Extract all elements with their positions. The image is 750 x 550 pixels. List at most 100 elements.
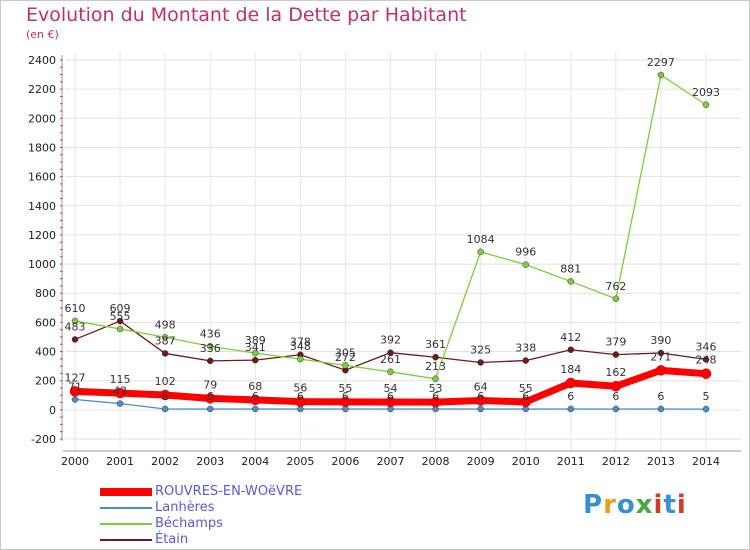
data-point (657, 349, 665, 357)
data-label: 272 (335, 351, 356, 364)
data-label: 6 (297, 390, 304, 403)
chart-subtitle: (en €) (26, 28, 59, 41)
x-tick-label: 2009 (467, 455, 495, 468)
logo-letter: x (635, 490, 654, 520)
y-tick-label: 1400 (28, 200, 56, 213)
data-label: 762 (605, 280, 626, 293)
legend-label: Lanhères (155, 500, 215, 515)
data-label: 127 (65, 371, 86, 384)
data-label: 55 (338, 382, 352, 395)
y-tick-label: 800 (35, 287, 56, 300)
y-tick-label: 600 (35, 316, 56, 329)
data-label: 325 (470, 343, 491, 356)
y-tick-label: 200 (35, 375, 56, 388)
legend-swatch (100, 523, 152, 525)
data-point (340, 396, 351, 408)
data-label: 79 (203, 378, 217, 391)
data-point (567, 278, 575, 285)
data-label: 162 (605, 366, 626, 379)
data-point (655, 365, 667, 376)
y-tick-label: 2400 (28, 54, 56, 67)
data-label: 881 (560, 262, 581, 275)
data-label: 378 (290, 336, 311, 349)
data-point (702, 356, 710, 363)
x-tick-label: 2012 (602, 455, 630, 468)
data-label: 390 (650, 334, 671, 347)
data-point (657, 71, 665, 79)
data-label: 379 (605, 336, 626, 349)
data-point (567, 405, 575, 413)
data-point (297, 355, 304, 363)
x-tick-label: 2013 (647, 455, 675, 468)
data-label: 6 (342, 390, 349, 403)
data-label: 361 (425, 338, 446, 351)
y-tick-label: 2200 (28, 83, 56, 96)
data-label: 436 (200, 327, 221, 340)
x-tick-label: 2008 (422, 455, 450, 468)
data-label: 6 (522, 390, 529, 403)
data-label: 43 (113, 385, 127, 398)
data-point (114, 387, 126, 399)
chart-title: Evolution du Montant de la Dette par Hab… (26, 4, 467, 26)
data-point (204, 393, 216, 404)
data-label: 261 (380, 353, 401, 366)
y-tick-label: 400 (35, 346, 56, 359)
data-label: 6 (657, 390, 664, 403)
legend-label: ROUVRES-EN-WOëVRE (155, 484, 303, 499)
data-label: 213 (425, 360, 446, 373)
data-label: 6 (387, 390, 394, 403)
data-point (430, 396, 441, 408)
data-point (612, 405, 620, 413)
data-point (159, 389, 171, 401)
data-label: 389 (245, 334, 266, 347)
x-tick-label: 2005 (286, 455, 314, 468)
data-label: 102 (155, 375, 176, 388)
data-label: 55 (519, 382, 533, 395)
logo-letter: P (583, 490, 604, 520)
data-label: 184 (560, 363, 581, 376)
data-label: 5 (703, 390, 710, 403)
legend-label: Béchamps (155, 516, 223, 531)
legend-swatch (100, 488, 152, 496)
data-label: 6 (207, 390, 214, 403)
data-point (520, 396, 531, 408)
data-point (565, 377, 577, 389)
data-point (116, 400, 124, 407)
data-label: 1084 (467, 233, 495, 246)
y-tick-label: 2000 (28, 112, 56, 125)
data-label: 56 (293, 382, 307, 395)
data-label: 6 (432, 390, 439, 403)
data-label: 346 (696, 340, 717, 353)
y-tick-label: 1600 (28, 171, 56, 184)
data-label: 555 (110, 310, 131, 323)
x-tick-label: 2014 (692, 455, 720, 468)
data-label: 338 (515, 342, 536, 355)
data-point (206, 343, 214, 350)
data-label: 6 (477, 390, 484, 403)
data-label: 348 (290, 340, 311, 353)
legend-label: Étain (155, 532, 189, 547)
data-point (161, 334, 169, 341)
y-tick-label: 1000 (28, 258, 56, 271)
data-label: 6 (567, 390, 574, 403)
data-label: 412 (560, 331, 581, 344)
data-point (250, 394, 261, 406)
logo-letter: t (663, 490, 677, 520)
data-point (252, 356, 259, 364)
data-point (432, 375, 439, 383)
data-point (116, 317, 124, 325)
data-label: 392 (380, 334, 401, 347)
data-point (342, 362, 349, 369)
data-point (567, 346, 575, 354)
legend-swatch (100, 539, 152, 541)
data-label: 610 (65, 302, 86, 315)
data-point (252, 405, 259, 413)
data-point (69, 386, 81, 397)
data-point (657, 405, 665, 413)
data-label: 498 (155, 318, 176, 331)
data-label: 71 (68, 380, 82, 393)
data-point (522, 261, 529, 268)
data-point (702, 101, 710, 109)
data-point (477, 248, 484, 256)
